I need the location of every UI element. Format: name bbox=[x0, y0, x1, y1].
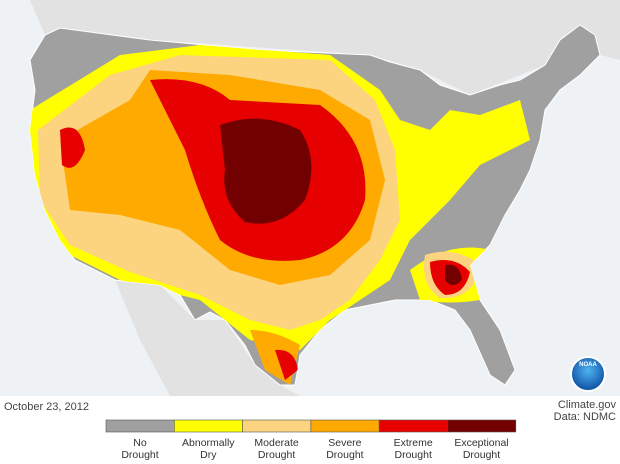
mexico bbox=[115, 280, 300, 396]
legend-label: Drought bbox=[258, 449, 295, 461]
exceptional bbox=[220, 118, 312, 224]
legend-swatch bbox=[105, 419, 175, 433]
logo-text: NOAA bbox=[579, 362, 597, 368]
legend-label: Dry bbox=[200, 449, 217, 461]
drought-areas bbox=[30, 45, 530, 385]
legend-swatch bbox=[378, 419, 448, 433]
legend-label: Drought bbox=[463, 449, 500, 461]
legend-swatch bbox=[174, 419, 243, 433]
legend-swatch bbox=[447, 419, 517, 433]
extreme bbox=[275, 349, 298, 380]
legend-label: Abnormally bbox=[182, 437, 235, 449]
legend-label: Drought bbox=[121, 449, 158, 461]
noaa-logo bbox=[570, 356, 606, 392]
legend-label: Severe bbox=[328, 437, 361, 449]
source: Climate.gov bbox=[558, 399, 617, 411]
legend: NoDroughtAbnormallyDryModerateDroughtSev… bbox=[105, 419, 517, 461]
exceptional bbox=[445, 264, 462, 285]
legend-swatch bbox=[310, 419, 380, 433]
credit: Data: NDMC bbox=[554, 411, 616, 423]
date: October 23, 2012 bbox=[4, 401, 89, 413]
legend-label: Moderate bbox=[254, 437, 299, 449]
legend-label: Extreme bbox=[394, 437, 433, 449]
legend-swatch bbox=[242, 419, 312, 433]
legend-label: Exceptional bbox=[454, 437, 508, 449]
legend-label: Drought bbox=[395, 449, 432, 461]
extreme bbox=[60, 127, 85, 168]
legend-label: Drought bbox=[326, 449, 363, 461]
canada bbox=[0, 0, 620, 95]
legend-label: No bbox=[133, 437, 147, 449]
